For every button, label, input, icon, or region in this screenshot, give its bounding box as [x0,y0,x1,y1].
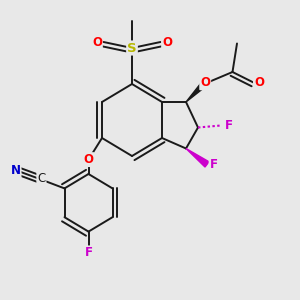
Text: S: S [127,41,137,55]
Text: F: F [85,246,92,260]
Text: O: O [200,76,210,89]
Polygon shape [186,148,209,167]
Text: O: O [254,76,264,89]
Text: F: F [210,158,218,171]
Text: O: O [92,35,102,49]
Polygon shape [186,82,206,102]
Text: O: O [162,35,172,49]
Text: C: C [37,172,46,185]
Text: N: N [11,164,21,178]
Text: O: O [83,153,94,166]
Text: F: F [225,119,232,132]
